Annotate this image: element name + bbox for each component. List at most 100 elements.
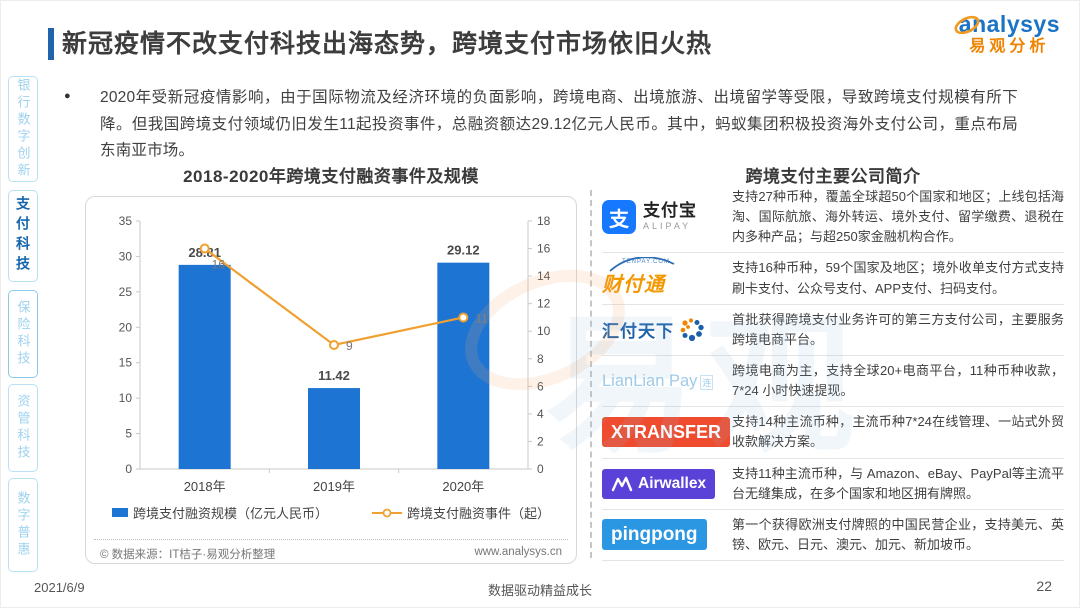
chart-title: 2018-2020年跨境支付融资事件及规模	[183, 167, 479, 186]
huifu-dot	[680, 327, 686, 333]
line-marker-2020年	[458, 312, 469, 323]
lianlian-seal-text: 连	[700, 374, 714, 390]
huifu-dot	[688, 334, 696, 341]
chart-source-divider	[94, 539, 568, 540]
huifu-dot	[688, 318, 694, 323]
analysys-swirl-icon	[954, 15, 980, 35]
pingpong-name-text: pingpong	[611, 524, 698, 546]
analysys-logo-cn: 易观分析	[969, 38, 1050, 56]
line-value-label: 16	[212, 258, 226, 272]
xtransfer-description: 支持14种主流币种，主流币种7*24在线管理、一站式外贸收款解决方案。	[732, 414, 1064, 450]
chart-source-row: © 数据来源：IT桔子·易观分析整理 www.analysys.cn	[100, 546, 562, 562]
huifu-swirl-icon	[680, 318, 704, 341]
sidebar-item-保险科技[interactable]: 保险科技	[8, 290, 38, 378]
bullet-icon: ●	[64, 90, 71, 102]
alipay-logo-wrap: 支支付宝 ALIPAY	[602, 200, 697, 235]
sidebar-item-支付科技[interactable]: 支付科技	[8, 190, 38, 282]
x-category-label: 2020年	[442, 479, 484, 494]
analysys-url-link[interactable]: www.analysys.cn	[474, 546, 562, 558]
huifu-dot	[694, 319, 700, 325]
xtransfer-logo: XTRANSFER	[602, 417, 731, 448]
right-tick-label: 0	[537, 462, 544, 476]
analysys-logo-text: analysys	[958, 11, 1060, 37]
company-row-lianlian: LianLian Pay 连跨境电商为主，支持全球20+电商平台，11种币种收款，…	[602, 356, 1064, 408]
analysys-logo: analysys 易观分析	[954, 11, 1060, 56]
chart-card: 0 5 10 15 20 25 30 35 0 2 4 6 8 10 12 14 16 18 2018年 2019年 2…	[85, 196, 577, 564]
lianlian-logo: LianLian Pay 连	[602, 372, 722, 391]
company-row-pingpong: pingpong 第一个获得欧洲支付牌照的中国民营企业，支持美元、英镑、欧元、日元…	[602, 510, 1064, 562]
line-marker-2019年	[329, 340, 339, 350]
huifu-dot	[696, 330, 702, 337]
page-title: 新冠疫情不改支付科技出海态势，跨境支付市场依旧火热	[62, 30, 713, 58]
companies-section-title: 跨境支付主要公司简介	[745, 167, 921, 186]
pingpong-logo: pingpong	[602, 519, 722, 551]
legend-item-bar: 跨境支付融资规模（亿元人民币）	[111, 503, 328, 522]
line-value-label: 11	[475, 311, 488, 325]
left-tick-label: 15	[119, 356, 133, 370]
huifu-dot	[686, 324, 690, 329]
right-tick-label: 16	[537, 242, 551, 256]
huifu-logo-wrap: 汇付天下	[602, 317, 705, 342]
title-accent-bar	[48, 28, 54, 60]
right-tick-label: 18	[537, 214, 551, 228]
huifu-dot	[698, 324, 704, 331]
tenpay-logo-wrap: TENPAY.COM 财付通	[602, 257, 675, 297]
company-row-airwallex: Airwallex 支持11种主流币种，与 Amazon、eBay、PayPal等…	[602, 459, 1064, 510]
alipay-logo: 支支付宝 ALIPAY	[602, 200, 722, 235]
summary-paragraph: 2020年受新冠疫情影响，由于国际物流及经济环境的负面影响，跨境电商、出境旅游、…	[100, 89, 1018, 160]
bar-2018年	[178, 264, 231, 469]
alipay-name-en: ALIPAY	[643, 221, 692, 232]
alipay-name-cn: 支付宝	[643, 201, 697, 221]
left-tick-label: 0	[125, 462, 132, 476]
chart-legend: 跨境支付融资规模（亿元人民币） 跨境支付融资事件（起）	[86, 503, 576, 522]
huifu-logo: 汇付天下	[602, 317, 722, 342]
left-tick-label: 25	[119, 285, 133, 299]
left-tick-label: 30	[119, 249, 133, 263]
sidebar-item-银行数字创新[interactable]: 银行数字创新	[8, 76, 38, 182]
alipay-icon: 支	[602, 200, 636, 235]
right-tick-label: 14	[537, 269, 551, 283]
sidebar-item-资管科技[interactable]: 资管科技	[8, 384, 38, 472]
bar-value-label: 29.12	[447, 243, 480, 258]
company-row-tenpay: TENPAY.COM 财付通 支持16种币种，59个国家及地区；境外收单支付方式支持…	[602, 253, 1064, 305]
lianlian-name-text: LianLian Pay	[602, 371, 698, 390]
airwallex-mark-icon	[611, 476, 633, 491]
left-tick-label: 5	[125, 427, 132, 441]
combo-chart: 0 5 10 15 20 25 30 35 0 2 4 6 8 10 12 14 16 18 2018年 2019年 2…	[119, 214, 551, 494]
airwallex-logo: Airwallex	[602, 468, 722, 499]
airwallex-logo-block: Airwallex	[602, 468, 716, 499]
huifu-dot	[682, 320, 688, 326]
legend-line-marker	[372, 508, 402, 517]
pingpong-description: 第一个获得欧洲支付牌照的中国民营企业，支持美元、英镑、欧元、日元、澳元、加元、新…	[732, 516, 1064, 552]
right-tick-label: 12	[537, 297, 551, 311]
tenpay-name-text: 财付通	[602, 274, 665, 297]
alipay-text-col: 支付宝 ALIPAY	[643, 202, 697, 231]
line-series	[204, 247, 464, 347]
company-row-alipay: 支支付宝 ALIPAY 支持27种币种，覆盖全球超50个国家和地区；上线包括海淘、国…	[602, 182, 1064, 254]
line-marker-2018年	[199, 243, 210, 254]
tenpay-description: 支持16种币种，59个国家及地区；境外收单支付方式支持刷卡支付、公众号支付、AP…	[732, 260, 1064, 296]
airwallex-name-text: Airwallex	[638, 474, 707, 492]
bar-2019年	[308, 388, 360, 469]
company-row-xtransfer: XTRANSFER 支持14种主流币种，主流币种7*24在线管理、一站式外贸收款解…	[602, 407, 1064, 459]
analysys-logo-en: analysys	[954, 11, 1060, 37]
footer-page-number: 22	[1036, 578, 1052, 594]
company-row-huifu: 汇付天下 首批获得跨境支付业务许可的第三方支付公司，主要服务跨境电商平台。	[602, 305, 1064, 356]
left-tick-label: 10	[119, 391, 133, 405]
xtransfer-logo-block: XTRANSFER	[602, 417, 731, 448]
huifu-description: 首批获得跨境支付业务许可的第三方支付公司，主要服务跨境电商平台。	[732, 311, 1064, 347]
tenpay-swoosh-icon	[609, 257, 675, 272]
bar-value-label: 11.42	[318, 368, 350, 383]
x-category-label: 2019年	[313, 479, 355, 494]
alipay-description: 支持27种币种，覆盖全球超50个国家和地区；上线包括海淘、国际航旅、海外转运、境…	[732, 189, 1064, 245]
x-category-label: 2018年	[184, 479, 226, 494]
lianlian-description: 跨境电商为主，支持全球20+电商平台，11种币种收款，7*24 小时快速提现。	[732, 362, 1064, 399]
pingpong-logo-block: pingpong	[602, 519, 707, 551]
legend-label: 跨境支付融资事件（起）	[407, 506, 551, 521]
right-tick-label: 10	[537, 324, 551, 338]
right-tick-label: 2	[537, 434, 544, 448]
sidebar-item-数字普惠[interactable]: 数字普惠	[8, 478, 38, 572]
huifu-dot	[682, 332, 688, 338]
footer-date: 2021/6/9	[34, 580, 85, 595]
